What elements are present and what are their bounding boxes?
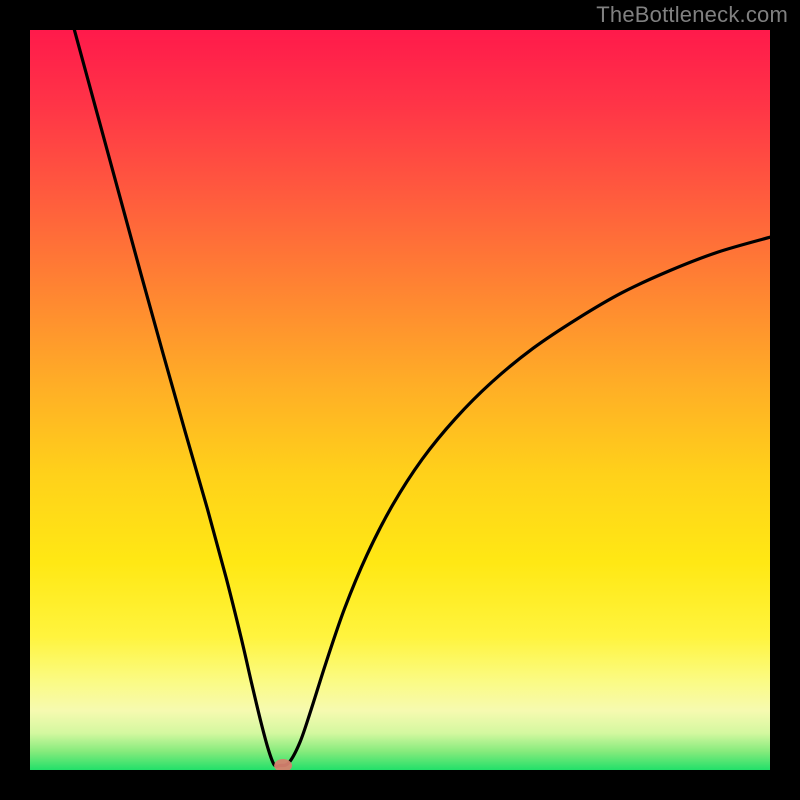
plot-area xyxy=(30,30,770,770)
watermark-text: TheBottleneck.com xyxy=(596,2,788,28)
gradient-background xyxy=(30,30,770,770)
outer-frame: TheBottleneck.com xyxy=(0,0,800,800)
bottleneck-curve-chart xyxy=(30,30,770,770)
